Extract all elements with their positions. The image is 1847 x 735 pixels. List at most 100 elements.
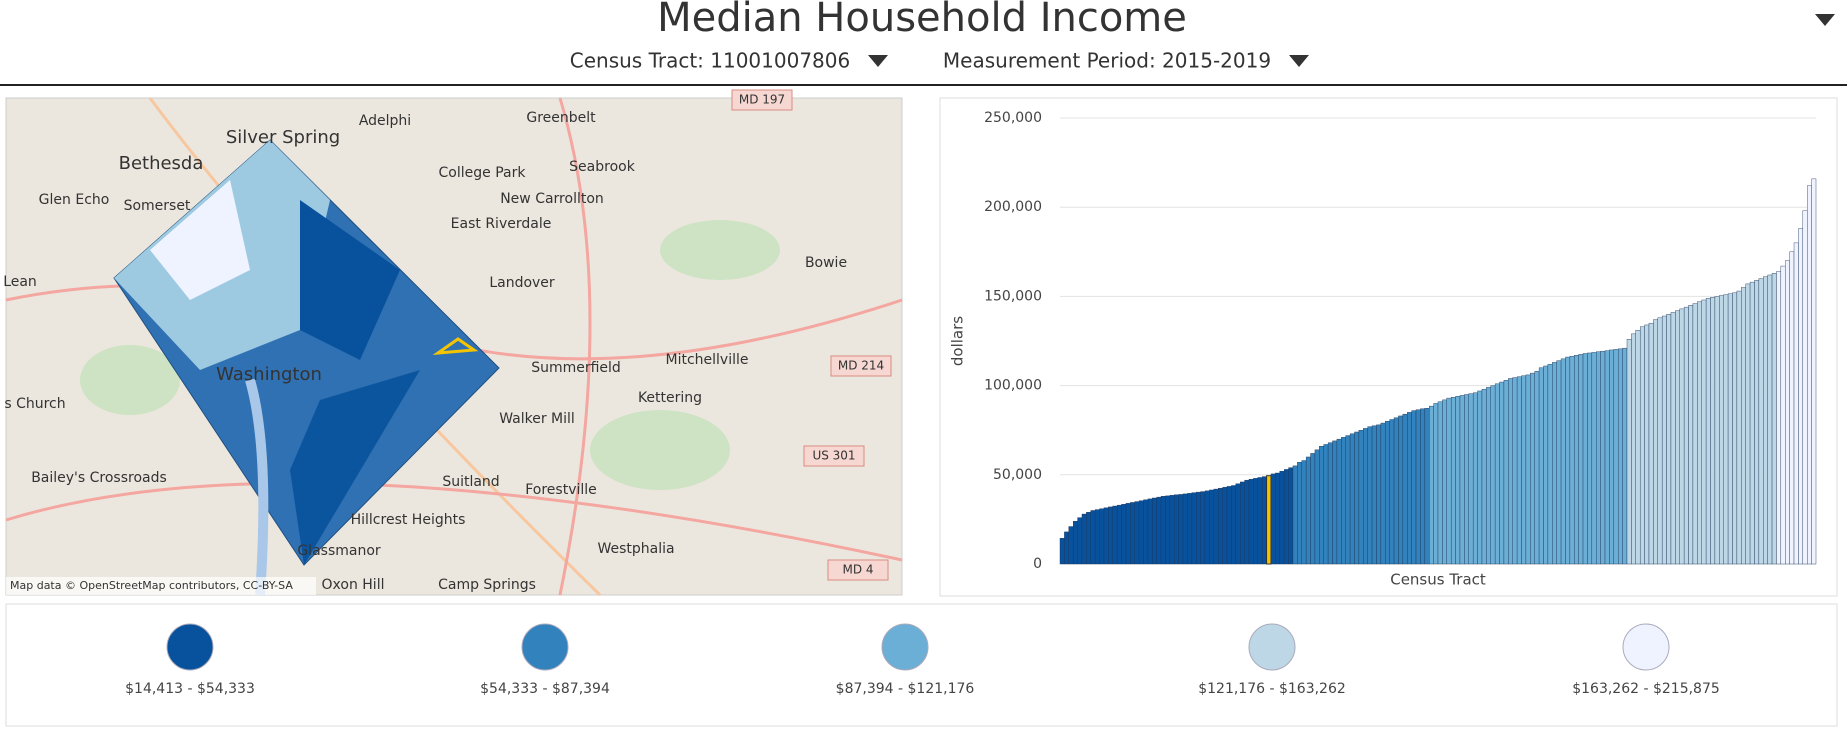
bar xyxy=(1147,498,1153,565)
bar xyxy=(1802,210,1808,565)
tract-group xyxy=(290,370,420,565)
bar xyxy=(1200,491,1206,565)
selected-bar xyxy=(1266,475,1272,565)
park xyxy=(660,220,780,280)
bar xyxy=(1270,473,1276,565)
road-shield xyxy=(731,89,793,111)
bar xyxy=(1807,185,1812,565)
bar xyxy=(1591,352,1597,565)
bar xyxy=(1486,387,1491,565)
bar xyxy=(1420,408,1426,565)
bar xyxy=(1257,477,1263,565)
river xyxy=(245,378,269,596)
bar xyxy=(1793,242,1799,565)
bar xyxy=(1631,333,1636,565)
place-label: Summerfield xyxy=(531,360,621,376)
bar xyxy=(1679,308,1685,565)
bar xyxy=(1125,503,1131,565)
bar xyxy=(1503,380,1509,565)
bar xyxy=(1253,478,1258,565)
y-tick-label: 50,000 xyxy=(993,467,1042,483)
tract-group xyxy=(300,200,400,360)
bar xyxy=(1279,471,1285,565)
bar xyxy=(1292,465,1298,565)
bar xyxy=(1240,481,1245,565)
bar xyxy=(1371,425,1377,565)
bar xyxy=(1639,326,1645,565)
road xyxy=(558,97,592,596)
bar xyxy=(1569,355,1575,565)
place-label: Westphalia xyxy=(597,541,674,557)
bar xyxy=(1789,251,1795,565)
place-label: Bethesda xyxy=(119,153,204,174)
y-tick-label: 200,000 xyxy=(984,199,1042,215)
period-dropdown-arrow[interactable] xyxy=(1289,55,1309,67)
bar xyxy=(1244,479,1250,565)
bar xyxy=(1248,479,1254,565)
bar xyxy=(1130,502,1135,565)
bar xyxy=(1116,504,1122,565)
place-label: Mitchellville xyxy=(666,352,749,368)
bar xyxy=(1556,360,1562,565)
tract-selector[interactable]: Census Tract: 11001007806 xyxy=(570,49,850,73)
legend-label: $121,176 - $163,262 xyxy=(1198,681,1346,697)
bar xyxy=(1283,469,1289,565)
bar xyxy=(1143,499,1149,565)
bar xyxy=(1389,419,1395,565)
map[interactable]: Silver Spring Bethesda Washington Adelphi Gr… xyxy=(3,89,903,597)
bar xyxy=(1670,312,1676,565)
bar xyxy=(1442,399,1447,565)
bar xyxy=(1398,415,1404,565)
legend-label: $54,333 - $87,394 xyxy=(480,681,610,697)
bar xyxy=(1121,504,1127,565)
bar xyxy=(1433,403,1439,565)
place-label: Landover xyxy=(489,275,555,291)
bar xyxy=(1468,393,1474,565)
bar xyxy=(1749,281,1755,565)
y-tick-label: 100,000 xyxy=(984,378,1042,394)
place-label: College Park xyxy=(439,165,527,181)
place-label: Glen Echo xyxy=(39,192,110,208)
place-label: s Church xyxy=(4,396,65,412)
bar xyxy=(1499,381,1505,565)
bar xyxy=(1552,362,1557,565)
bar xyxy=(1437,401,1443,565)
bar xyxy=(1077,517,1083,565)
bar xyxy=(1152,497,1157,565)
place-label: Washington xyxy=(216,364,322,385)
road-shield xyxy=(803,445,865,467)
road-shield xyxy=(827,559,889,581)
legend-swatch xyxy=(1248,623,1296,671)
bar xyxy=(1758,278,1764,565)
selected-tract[interactable] xyxy=(432,337,479,355)
bar xyxy=(1767,274,1773,565)
bar xyxy=(1697,301,1702,565)
bar xyxy=(1169,495,1175,565)
bar xyxy=(1174,494,1179,565)
bar xyxy=(1138,500,1144,565)
bar xyxy=(1785,260,1790,565)
y-tick-label: 0 xyxy=(1033,556,1042,572)
legend-panel xyxy=(5,603,1838,727)
bar xyxy=(1218,487,1223,565)
legend-swatch xyxy=(166,623,214,671)
bar xyxy=(1156,496,1162,565)
bar xyxy=(1547,363,1553,565)
period-selector[interactable]: Measurement Period: 2015-2019 xyxy=(943,49,1271,73)
menu-toggle[interactable] xyxy=(1815,14,1835,26)
bar xyxy=(1653,319,1658,565)
bar xyxy=(1727,293,1733,565)
bar xyxy=(1464,394,1469,565)
bar xyxy=(1508,378,1513,565)
tract-dropdown-arrow[interactable] xyxy=(868,55,888,67)
bar xyxy=(1622,347,1628,565)
bar xyxy=(1204,490,1210,565)
bar xyxy=(1064,531,1069,565)
bar xyxy=(1798,228,1804,565)
bar xyxy=(1516,376,1522,565)
bar xyxy=(1411,410,1417,565)
bar xyxy=(1582,353,1588,565)
bar xyxy=(1323,444,1329,565)
bar xyxy=(1530,372,1535,565)
